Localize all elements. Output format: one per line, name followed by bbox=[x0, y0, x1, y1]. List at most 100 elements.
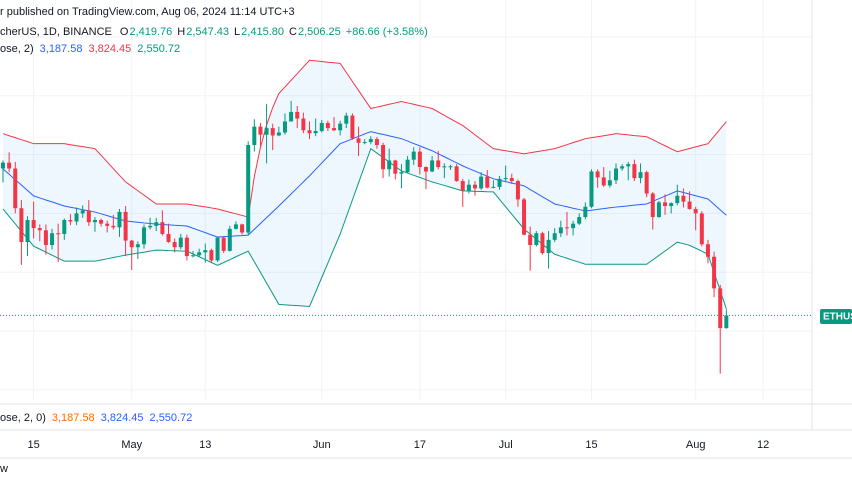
candle-body bbox=[552, 233, 557, 240]
candle-body bbox=[68, 220, 73, 222]
plot-area bbox=[0, 59, 812, 374]
candle-body bbox=[1, 162, 5, 169]
band-line bbox=[2, 147, 727, 310]
candle-body bbox=[172, 242, 177, 248]
x-tick-label: 15 bbox=[28, 439, 40, 451]
candle-body bbox=[712, 256, 717, 289]
candle-body bbox=[436, 160, 441, 168]
candle-body bbox=[289, 111, 294, 122]
x-tick-label: 17 bbox=[414, 439, 426, 451]
candle-body bbox=[276, 132, 281, 136]
candle-body bbox=[160, 222, 165, 234]
candle-body bbox=[454, 166, 459, 182]
candle-body bbox=[460, 181, 465, 191]
candle-body bbox=[50, 233, 55, 245]
candle-body bbox=[564, 227, 569, 229]
legend-text: H bbox=[177, 26, 185, 38]
indicator-legend: ose, 2, 0) 3,187.58 3,824.45 2,550.72 bbox=[0, 412, 192, 424]
candle-body bbox=[111, 225, 116, 228]
candle-body bbox=[534, 233, 539, 245]
legend-text: 2,419.76 bbox=[129, 26, 172, 38]
x-tick-label: May bbox=[121, 439, 142, 451]
candle-body bbox=[37, 228, 42, 231]
candle-body bbox=[442, 166, 447, 168]
candle-body bbox=[368, 139, 373, 143]
candle-body bbox=[203, 250, 208, 253]
candle-body bbox=[626, 164, 631, 167]
candle-body bbox=[99, 220, 104, 224]
candle-body bbox=[503, 178, 508, 180]
candle-body bbox=[123, 211, 128, 241]
candle-body bbox=[13, 168, 18, 209]
price-tag: ETHUS bbox=[823, 312, 852, 323]
candle-body bbox=[571, 223, 576, 229]
candle-body bbox=[693, 208, 698, 214]
candle-body bbox=[43, 230, 48, 245]
footer-text: w bbox=[0, 463, 8, 475]
candle-body bbox=[558, 227, 563, 234]
legend-text: 2,415.80 bbox=[241, 26, 284, 38]
candle-body bbox=[191, 255, 196, 257]
band-line bbox=[2, 59, 727, 218]
candle-body bbox=[166, 233, 171, 243]
candle-body bbox=[448, 166, 453, 168]
candle-body bbox=[583, 206, 588, 218]
candle-body bbox=[270, 128, 275, 136]
candle-body bbox=[485, 176, 490, 188]
candle-body bbox=[473, 184, 478, 189]
x-tick-label: Jun bbox=[313, 439, 331, 451]
published-note: r published on TradingView.com, Aug 06, … bbox=[0, 6, 295, 18]
candle-body bbox=[117, 211, 122, 228]
candle-body bbox=[546, 239, 551, 254]
candle-body bbox=[74, 213, 79, 222]
candle-body bbox=[252, 126, 257, 145]
candle-body bbox=[141, 227, 146, 245]
candle-body bbox=[705, 244, 710, 257]
candle-body bbox=[601, 177, 606, 186]
candle-body bbox=[105, 223, 110, 226]
legend-text: ose, 2) bbox=[0, 43, 34, 55]
candle-body bbox=[374, 139, 379, 145]
x-tick-label: 15 bbox=[585, 439, 597, 451]
candle-body bbox=[399, 172, 404, 174]
candle-body bbox=[240, 224, 245, 233]
candle-body bbox=[650, 193, 655, 218]
candle-body bbox=[332, 128, 337, 131]
candle-body bbox=[515, 181, 520, 200]
candle-body bbox=[301, 118, 306, 131]
candle-body bbox=[258, 126, 263, 135]
candle-body bbox=[595, 171, 600, 178]
grid bbox=[0, 0, 812, 400]
candle-body bbox=[681, 195, 686, 202]
candle-body bbox=[607, 180, 612, 186]
candle-body bbox=[699, 213, 704, 245]
candle-body bbox=[246, 145, 251, 233]
legend-text: 2,550.72 bbox=[137, 43, 180, 55]
candle-body bbox=[466, 184, 471, 191]
candle-body bbox=[19, 208, 24, 243]
candle-body bbox=[656, 202, 661, 218]
legend-text: 2,506.25 bbox=[298, 26, 341, 38]
legend-text: 3,187.58 bbox=[40, 43, 83, 55]
candle-body bbox=[184, 237, 189, 257]
candle-body bbox=[509, 178, 514, 182]
candle-body bbox=[92, 220, 97, 223]
legend-text: 3,187.58 bbox=[52, 412, 95, 424]
candle-body bbox=[540, 233, 545, 254]
candle-body bbox=[411, 151, 416, 160]
time-axis: 15 May 13 Jun 17 Jul 15 Aug 12 bbox=[28, 439, 770, 451]
candle-body bbox=[644, 172, 649, 194]
candle-body bbox=[148, 225, 153, 228]
candle-body bbox=[417, 151, 422, 168]
candle-body bbox=[282, 121, 287, 133]
candle-body bbox=[675, 195, 680, 204]
candle-body bbox=[632, 164, 637, 179]
candle-body bbox=[129, 240, 134, 248]
legend-text: +86.66 (+3.58%) bbox=[346, 26, 428, 38]
candle-body bbox=[393, 160, 398, 174]
candle-body bbox=[491, 186, 496, 188]
candle-body bbox=[7, 162, 12, 169]
candle-body bbox=[589, 171, 594, 207]
legend-text: O bbox=[120, 26, 129, 38]
